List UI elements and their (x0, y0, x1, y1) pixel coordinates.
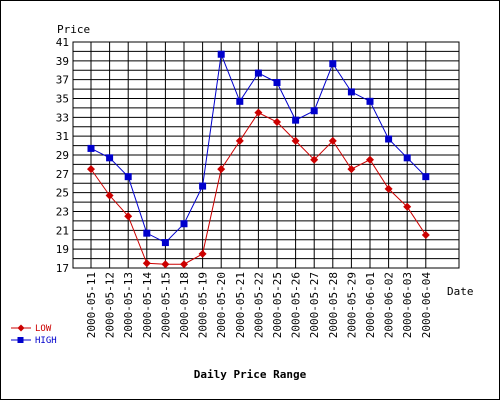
x-tick-label: 2000-05-12 (104, 272, 117, 338)
data-point (235, 136, 244, 145)
x-tick-label: 2000-05-25 (271, 272, 284, 338)
data-point (254, 69, 262, 77)
y-tick-label: 27 (56, 168, 69, 181)
legend-marker (17, 337, 24, 343)
legend-entry-low: LOW (11, 324, 52, 334)
y-tick-label: 41 (56, 36, 69, 49)
grid (73, 42, 459, 268)
series-low (87, 108, 430, 269)
data-point (347, 165, 356, 174)
y-tick-label: 25 (56, 187, 69, 200)
x-tick-label: 2000-06-04 (420, 272, 433, 339)
y-tick-label: 19 (56, 243, 69, 256)
data-point (403, 154, 411, 162)
data-point (329, 60, 337, 68)
data-point (421, 231, 430, 240)
legend-label: LOW (35, 324, 52, 334)
x-tick-label: 2000-05-15 (159, 272, 172, 338)
data-point (310, 107, 318, 115)
data-point (291, 136, 300, 145)
x-tick-label: 2000-05-26 (290, 272, 303, 338)
data-point (161, 260, 170, 269)
data-point (366, 155, 374, 164)
x-tick-labels: 2000-05-11 2000-05-12 2000-05-13 2000-05-14… (85, 272, 433, 339)
x-tick-label: 2000-05-29 (345, 272, 358, 338)
legend: LOW HIGH (11, 324, 57, 346)
legend-entry-high: HIGH (11, 336, 57, 346)
data-point (124, 173, 132, 181)
data-point (143, 229, 151, 237)
legend-marker (17, 324, 25, 332)
data-point (328, 136, 337, 145)
y-tick-label: 39 (56, 55, 69, 68)
data-point (254, 108, 263, 117)
data-point (161, 239, 169, 247)
x-tick-label: 2000-06-01 (364, 272, 377, 338)
y-tick-label: 21 (56, 224, 69, 237)
y-tick-label: 35 (56, 93, 69, 106)
y-tick-label: 29 (56, 149, 69, 162)
legend-label: HIGH (35, 336, 57, 346)
data-point (310, 155, 319, 164)
y-tick-label: 17 (56, 262, 69, 275)
x-tick-label: 2000-05-28 (327, 272, 340, 338)
data-point (236, 97, 244, 105)
data-point (292, 116, 300, 124)
data-point (87, 165, 95, 174)
plot-area (72, 41, 460, 269)
chart-title: Daily Price Range (194, 368, 307, 381)
x-tick-label: 2000-05-20 (215, 272, 228, 338)
x-tick-label: 2000-05-21 (234, 272, 247, 338)
data-point (180, 260, 188, 269)
data-point (384, 184, 393, 193)
data-point (124, 212, 133, 221)
data-point (347, 88, 355, 96)
data-point (403, 202, 412, 211)
y-tick-label: 37 (56, 74, 69, 87)
data-point (180, 220, 188, 228)
data-point (273, 78, 281, 86)
data-point (422, 173, 430, 181)
data-point (87, 144, 95, 152)
data-point (366, 97, 374, 105)
data-point (385, 135, 393, 143)
data-point (106, 154, 114, 162)
x-tick-label: 2000-06-03 (401, 272, 414, 338)
y-tick-label: 23 (56, 206, 69, 219)
x-tick-label: 2000-05-14 (141, 272, 154, 339)
x-axis-title: Date (447, 285, 474, 298)
y-tick-labels: 17 19 21 23 25 27 29 31 33 35 37 39 41 (56, 36, 69, 275)
x-tick-label: 2000-06-02 (383, 272, 396, 338)
data-point (217, 50, 225, 58)
series-high (87, 50, 430, 247)
x-tick-label: 2000-05-13 (122, 272, 135, 338)
y-tick-label: 33 (56, 111, 69, 124)
data-point (105, 191, 114, 200)
x-tick-label: 2000-05-22 (252, 272, 265, 338)
data-point (273, 118, 281, 127)
data-point (198, 249, 207, 258)
series (87, 50, 430, 269)
y-axis-title: Price (57, 23, 90, 36)
y-tick-label: 31 (56, 130, 69, 143)
data-point (199, 182, 207, 190)
x-tick-label: 2000-05-19 (197, 272, 210, 338)
data-point (142, 259, 151, 268)
x-tick-label: 2000-05-18 (178, 272, 191, 338)
data-point (217, 165, 226, 174)
x-tick-label: 2000-05-11 (85, 272, 98, 338)
x-tick-label: 2000-05-27 (308, 272, 321, 338)
